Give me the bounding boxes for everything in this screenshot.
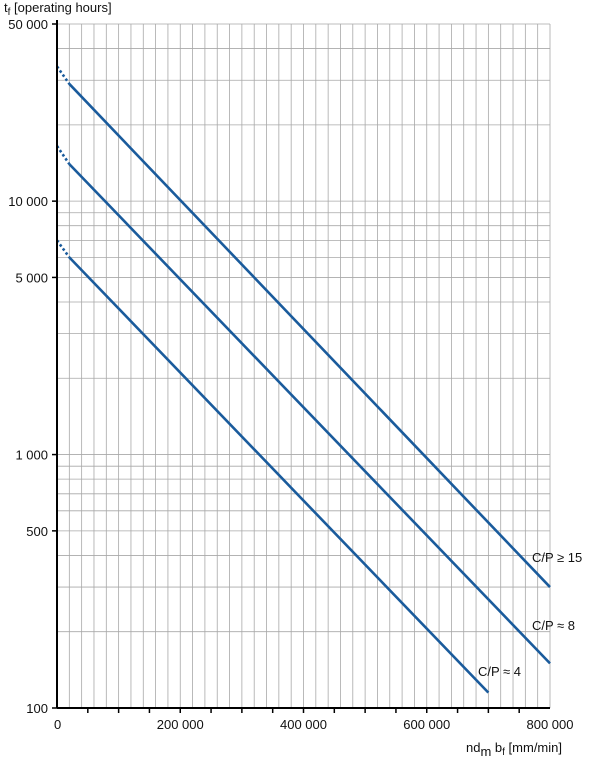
- x-axis-title-b-sub: f: [502, 747, 505, 757]
- x-tick-label: 600 000: [403, 717, 450, 732]
- tick-labels: 100 500 1 000 5 000 10 000 50 000 0 200 000 400 …: [8, 17, 573, 732]
- x-tick-label: 200 000: [157, 717, 204, 732]
- y-axis-title-main: t: [4, 0, 8, 15]
- series-line-1: [68, 163, 551, 665]
- y-tick-label: 10 000: [8, 194, 48, 209]
- x-axis-title-a: nd: [466, 740, 480, 755]
- y-axis-title-sub: f: [8, 7, 11, 18]
- y-tick-label: 50 000: [8, 17, 48, 32]
- series-group: [55, 65, 551, 694]
- series-extrapolation-0: [55, 65, 71, 85]
- series-label-cp15: C/P ≥ 15: [532, 550, 582, 565]
- y-tick-label: 1 000: [15, 448, 48, 463]
- series-extrapolation-1: [55, 145, 71, 165]
- series-label-cp4: C/P ≈ 4: [478, 664, 521, 679]
- y-axis-title-rest: [operating hours]: [10, 0, 111, 15]
- series-label-cp8: C/P ≈ 8: [532, 618, 575, 633]
- y-axis-title: tf [operating hours]: [4, 0, 112, 18]
- y-tick-label: 100: [26, 701, 48, 716]
- x-axis-title-b: b: [491, 740, 502, 755]
- x-axis-title: ndm bf [mm/min]: [466, 740, 562, 757]
- series-line-2: [68, 256, 490, 694]
- y-tick-label: 500: [26, 524, 48, 539]
- x-tick-label: 400 000: [280, 717, 327, 732]
- x-tick-label: 800 000: [527, 717, 574, 732]
- x-axis-title-a-sub: m: [480, 744, 491, 757]
- grid: [57, 23, 551, 708]
- x-axis-title-rest: [mm/min]: [505, 740, 562, 755]
- x-tick-label: 0: [54, 717, 61, 732]
- y-tick-label: 5 000: [15, 270, 48, 285]
- series-extrapolation-2: [55, 239, 71, 259]
- tick-marks: [52, 23, 520, 713]
- series-line-0: [68, 83, 551, 588]
